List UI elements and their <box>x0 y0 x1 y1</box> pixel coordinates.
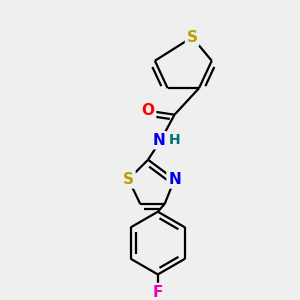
Text: F: F <box>153 285 163 300</box>
Text: N: N <box>168 172 181 187</box>
Text: S: S <box>187 30 198 45</box>
Text: S: S <box>123 172 134 187</box>
Text: O: O <box>142 103 154 118</box>
Text: H: H <box>169 133 180 147</box>
Text: N: N <box>152 133 165 148</box>
